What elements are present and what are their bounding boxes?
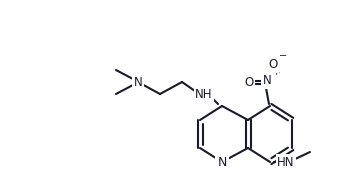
Text: N: N xyxy=(217,156,227,169)
Text: N: N xyxy=(134,75,142,89)
Text: −: − xyxy=(279,51,287,61)
Text: NH: NH xyxy=(195,88,213,100)
Text: O: O xyxy=(268,59,277,71)
Text: N: N xyxy=(263,74,271,88)
Text: O: O xyxy=(244,76,254,89)
Text: HN: HN xyxy=(277,156,295,169)
Text: +: + xyxy=(272,68,280,77)
